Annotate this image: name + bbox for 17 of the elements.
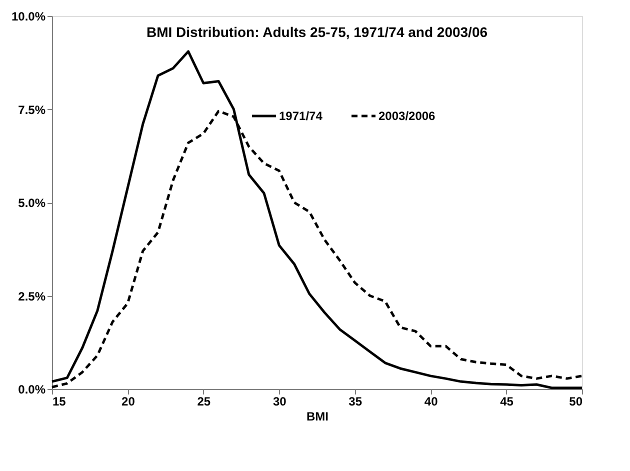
x-tick-label: 50 xyxy=(569,394,583,408)
x-tick-label: 25 xyxy=(197,394,211,408)
x-tick-label: 45 xyxy=(500,394,514,408)
x-tick-label: 30 xyxy=(272,394,287,408)
text: BMI Distribution: Adults 25-75, 1971/74 and 2003/06 xyxy=(146,24,488,40)
x-tick-label: 15 xyxy=(52,394,66,408)
y-tick-label: 10.0% xyxy=(11,10,46,24)
x-tick-label: 35 xyxy=(348,394,362,408)
y-tick-label: 7.5% xyxy=(18,102,46,117)
y-tick-label: 5.0% xyxy=(18,196,46,210)
y-tick-label: 0.0% xyxy=(18,382,46,396)
x-axis-title: BMI xyxy=(306,410,328,424)
x-tick-label: 40 xyxy=(424,394,438,408)
y-tick-label: 2.5% xyxy=(18,289,46,304)
legend-label: 1971/74 xyxy=(279,109,323,123)
legend-label: 2003/2006 xyxy=(378,109,436,123)
x-tick-label: 20 xyxy=(122,394,136,408)
